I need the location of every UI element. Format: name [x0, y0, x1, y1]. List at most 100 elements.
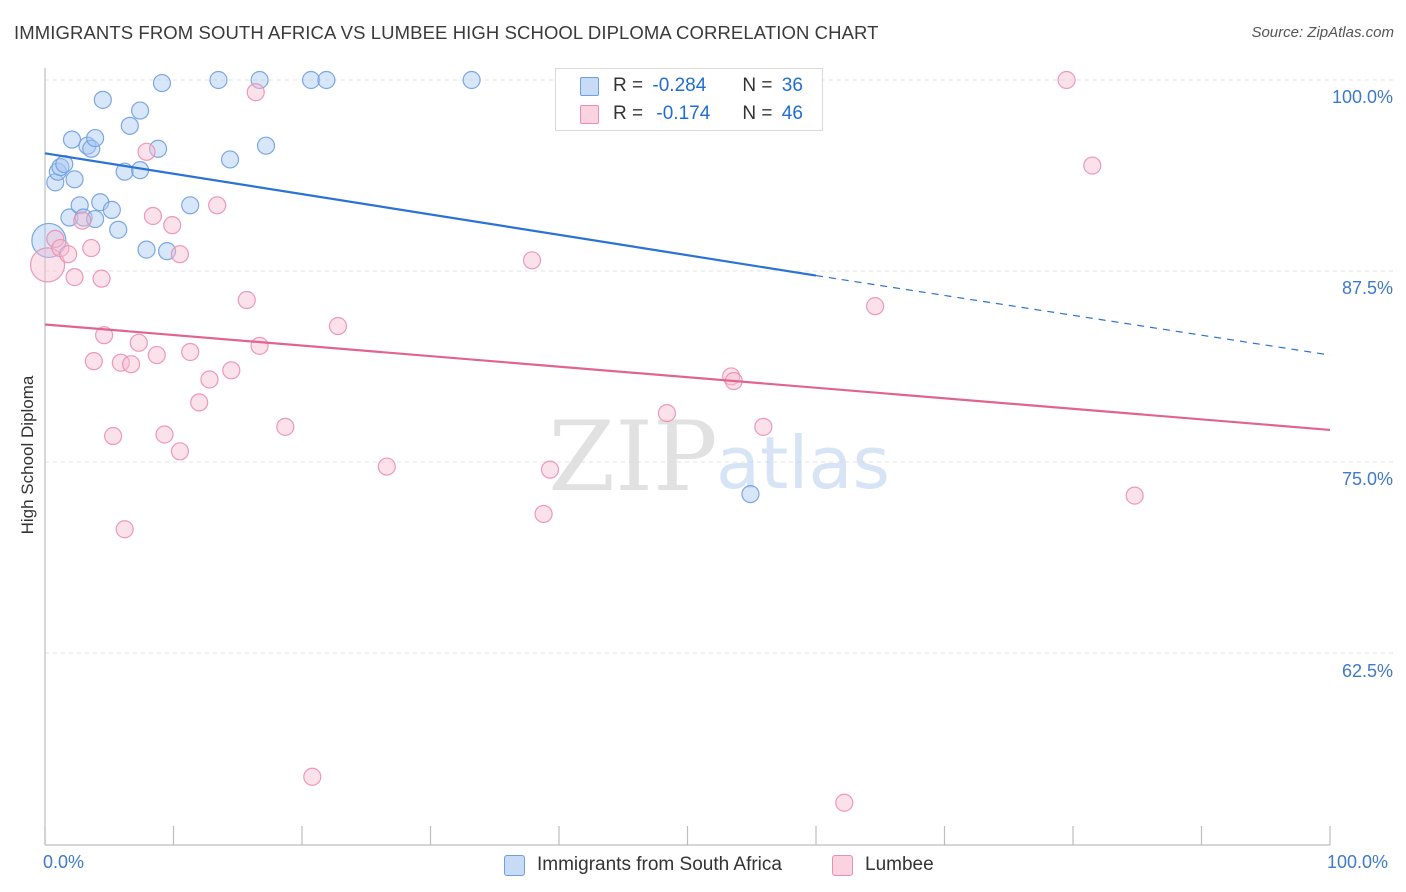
point-lumbee — [237, 290, 256, 310]
trend-line-dashed-south-africa — [815, 274, 1331, 356]
point-lumbee — [115, 520, 134, 539]
stats-legend-row-1: R = -0.284 N = 36 — [580, 74, 803, 98]
axes — [44, 68, 1331, 846]
point-south-africa — [256, 136, 276, 155]
r-label: R = — [613, 75, 644, 96]
r-label: R = — [613, 103, 644, 124]
point-lumbee — [84, 352, 103, 371]
point-lumbee — [46, 229, 65, 249]
point-south-africa — [148, 139, 168, 158]
n-value: 36 — [781, 75, 803, 96]
r-value: -0.174 — [656, 103, 711, 124]
legend-item-south-africa: Immigrants from South Africa — [504, 852, 782, 878]
point-lumbee — [121, 355, 141, 374]
point-lumbee — [250, 336, 269, 355]
point-lumbee — [104, 426, 123, 446]
source-label: Source: ZipAtlas.com — [1251, 24, 1394, 41]
point-lumbee — [276, 417, 295, 436]
point-south-africa — [137, 240, 156, 259]
legend-swatch-blue — [580, 76, 599, 96]
point-lumbee — [754, 417, 773, 436]
legend-swatch-lumbee — [832, 854, 853, 876]
point-lumbee — [170, 442, 190, 461]
legend-label-lumbee: Lumbee — [865, 854, 934, 875]
point-lumbee — [181, 342, 200, 362]
point-lumbee — [95, 326, 114, 345]
point-south-africa — [102, 200, 121, 219]
point-south-africa — [130, 101, 150, 120]
point-lumbee — [200, 370, 219, 389]
point-south-africa — [62, 130, 82, 149]
legend-swatch-pink — [580, 104, 599, 124]
point-south-africa — [317, 70, 336, 90]
watermark-atlas: atlas — [716, 421, 890, 505]
point-lumbee — [1057, 70, 1076, 90]
point-lumbee — [208, 196, 227, 215]
point-lumbee — [163, 216, 182, 235]
point-lumbee — [246, 83, 265, 102]
point-lumbee — [143, 206, 163, 226]
y-axis-label: High School Diploma — [18, 375, 37, 535]
n-value: 46 — [781, 103, 803, 124]
point-lumbee — [1083, 156, 1102, 175]
point-lumbee — [1125, 486, 1144, 505]
point-lumbee — [82, 238, 101, 258]
watermark: ZIP atlas — [548, 401, 890, 513]
point-south-africa — [74, 208, 93, 227]
point-lumbee — [73, 211, 92, 230]
point-south-africa — [86, 128, 105, 148]
watermark-zip: ZIP — [548, 401, 717, 513]
point-south-africa — [82, 139, 101, 158]
point-lumbee — [129, 333, 148, 352]
legend-swatch-south-africa — [504, 854, 525, 876]
trend-lines — [44, 152, 1331, 432]
stats-legend-row-2: R = -0.174 N = 46 — [580, 102, 803, 126]
point-lumbee — [92, 269, 111, 288]
r-value: -0.284 — [652, 75, 707, 96]
point-lumbee — [65, 268, 84, 287]
point-lumbee — [147, 345, 166, 365]
stats-legend: R = -0.284 N = 36 R = -0.174 N = 46 — [555, 68, 823, 131]
x-tick-label-max: 100.0% — [1327, 852, 1389, 872]
point-south-africa — [109, 220, 128, 239]
point-lumbee — [29, 247, 66, 283]
point-south-africa — [209, 70, 228, 90]
point-lumbee — [866, 297, 885, 316]
point-lumbee — [835, 793, 854, 812]
legend-label-south-africa: Immigrants from South Africa — [537, 854, 782, 875]
legend-item-lumbee: Lumbee — [832, 852, 934, 878]
y-tick-label-100: 100.0% — [1331, 87, 1393, 107]
point-lumbee — [137, 142, 156, 161]
x-tick-label-min: 0.0% — [43, 852, 85, 872]
trend-line-south-africa — [44, 152, 817, 277]
point-lumbee — [377, 457, 396, 476]
point-lumbee — [328, 316, 348, 336]
y-tick-label-87-5: 87.5% — [1341, 278, 1393, 298]
point-lumbee — [155, 425, 174, 444]
point-lumbee — [303, 767, 322, 786]
point-south-africa — [741, 484, 760, 504]
point-lumbee — [190, 393, 209, 412]
point-south-africa — [120, 116, 139, 135]
point-south-africa — [301, 70, 321, 90]
n-label: N = — [742, 103, 773, 124]
point-lumbee — [540, 460, 560, 479]
point-south-africa — [93, 90, 112, 109]
data-points — [29, 70, 1144, 812]
point-south-africa — [462, 70, 481, 90]
point-south-africa — [181, 196, 200, 215]
chart-title: IMMIGRANTS FROM SOUTH AFRICA VS LUMBEE H… — [14, 22, 879, 43]
point-lumbee — [170, 245, 190, 264]
point-south-africa — [65, 170, 84, 189]
point-lumbee — [534, 504, 553, 524]
point-lumbee — [222, 361, 241, 380]
point-south-africa — [220, 150, 240, 169]
point-lumbee — [522, 251, 542, 270]
point-lumbee — [657, 404, 677, 423]
point-south-africa — [152, 73, 172, 93]
y-tick-label-75: 75.0% — [1341, 469, 1393, 489]
point-lumbee — [59, 245, 78, 264]
trend-line-lumbee — [44, 323, 1331, 432]
y-tick-label-62-5: 62.5% — [1341, 661, 1393, 681]
